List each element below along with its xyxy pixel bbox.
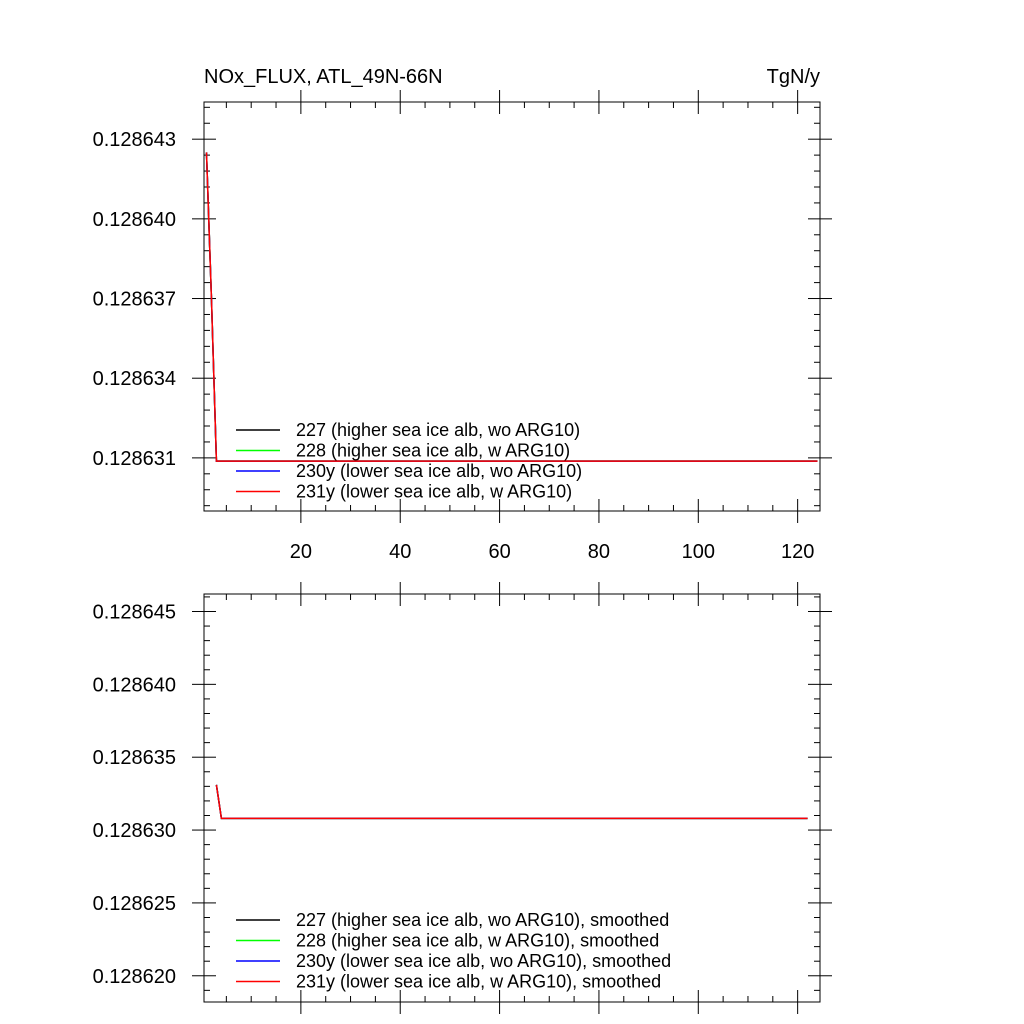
series-line — [215, 784, 808, 820]
y-tick-label: 0.128637 — [93, 289, 176, 311]
bottom-panel: 0.128620 0.128625 0.128630 0.128635 0.128640… — [93, 582, 832, 1014]
x-tick-label: 100 — [682, 541, 715, 563]
y-tick-label: 0.128645 — [93, 601, 176, 623]
x-tick-label: 20 — [290, 541, 312, 563]
plot-frame — [203, 593, 821, 1003]
x-tick-label: 60 — [488, 541, 510, 563]
top-panel: 20 40 60 80 100 120 0.128631 0.128634 0.128637 0.… — [93, 90, 832, 563]
y-tick-label: 0.128634 — [93, 368, 176, 390]
y-tick-label: 0.128625 — [93, 893, 176, 915]
series-line — [205, 152, 818, 462]
y-tick-label: 0.128643 — [93, 129, 176, 151]
series-line — [215, 784, 808, 820]
y-tick-label: 0.128640 — [93, 674, 176, 696]
x-tick-label: 80 — [588, 541, 610, 563]
legend-label: 230y (lower sea ice alb, wo ARG10) — [296, 461, 582, 481]
series-line — [205, 152, 818, 462]
legend-label: 231y (lower sea ice alb, w ARG10) — [296, 482, 572, 502]
legend-label: 231y (lower sea ice alb, w ARG10), smoot… — [296, 972, 661, 992]
y-tick-label: 0.128640 — [93, 209, 176, 231]
chart-title: NOx_FLUX, ATL_49N-66N — [204, 66, 443, 88]
y-tick-label: 0.128635 — [93, 747, 176, 769]
legend-label: 227 (higher sea ice alb, wo ARG10) — [296, 420, 580, 440]
x-tick-label: 120 — [781, 541, 814, 563]
legend-label: 230y (lower sea ice alb, wo ARG10), smoo… — [296, 951, 671, 971]
legend-label: 228 (higher sea ice alb, w ARG10), smoot… — [296, 931, 659, 951]
y-tick-label: 0.128630 — [93, 820, 176, 842]
y-tick-label: 0.128620 — [93, 966, 176, 988]
legend-label: 228 (higher sea ice alb, w ARG10) — [296, 441, 570, 461]
series-line — [205, 152, 818, 462]
series-line — [215, 784, 808, 820]
chart-units: TgN/y — [767, 66, 820, 88]
series-line — [215, 784, 808, 820]
series-line — [205, 152, 818, 462]
plot-frame — [203, 101, 821, 512]
y-tick-label: 0.128631 — [93, 448, 176, 470]
legend-label: 227 (higher sea ice alb, wo ARG10), smoo… — [296, 910, 669, 930]
x-tick-label: 40 — [389, 541, 411, 563]
